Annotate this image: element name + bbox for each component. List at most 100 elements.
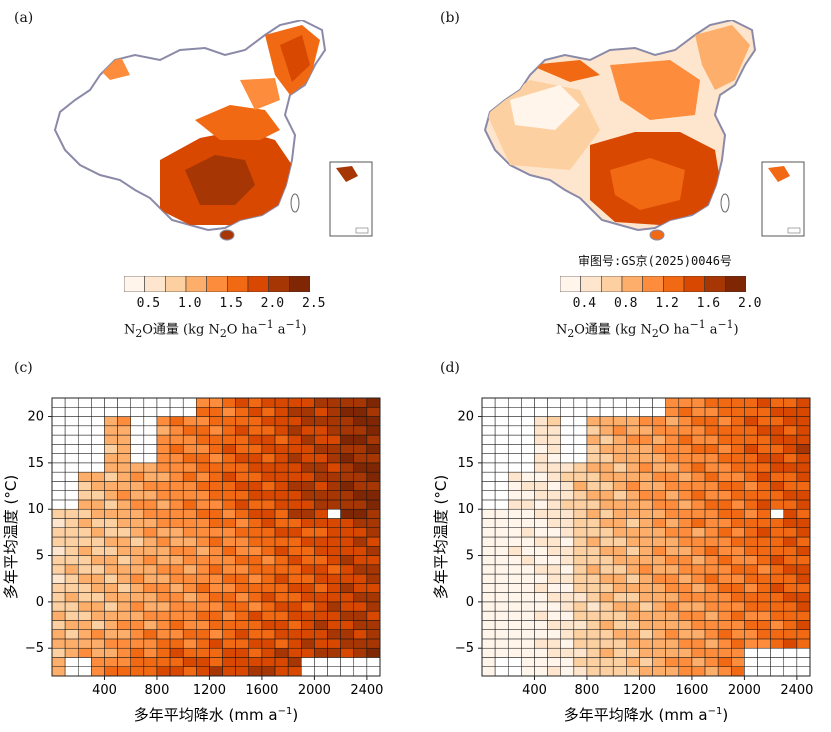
heatmap-cell (130, 657, 145, 667)
heatmap-cell (796, 508, 811, 519)
heatmap-cell (796, 499, 811, 510)
heatmap-cell (143, 610, 158, 621)
heatmap-cell (652, 638, 666, 649)
heatmap-cell (560, 397, 575, 408)
heatmap-cell (744, 490, 758, 501)
heatmap-cell (652, 416, 666, 427)
heatmap-cell (353, 453, 368, 464)
heatmap-cell (494, 638, 509, 649)
china-map-a (53, 20, 373, 241)
heatmap-cell (665, 620, 680, 630)
heatmap-cell (494, 647, 509, 658)
heatmap-cell (626, 647, 640, 658)
heatmap-cell (547, 425, 561, 436)
heatmap-cell (222, 555, 236, 566)
x-tick-label: 1600 (245, 683, 278, 698)
heatmap-cell (104, 397, 118, 408)
heatmap-cell (599, 397, 614, 408)
heatmap-cell (560, 564, 575, 575)
heatmap-cell (494, 499, 509, 510)
heatmap-cell (169, 462, 184, 473)
heatmap-cell (744, 601, 758, 612)
heatmap-cell (652, 527, 666, 538)
heatmap-cell (691, 425, 706, 436)
heatmap-cell (704, 573, 719, 584)
heatmap-cell (182, 499, 197, 510)
heatmap-cell (534, 564, 548, 575)
heatmap-cell (301, 573, 315, 584)
heatmap-cell (573, 583, 588, 593)
colorbar-tick-label: 1.0 (178, 296, 202, 311)
heatmap-cell (534, 629, 548, 640)
heatmap-cell (481, 444, 496, 454)
heatmap-cell (248, 629, 263, 640)
heatmap-cell (612, 666, 627, 677)
heatmap-cell (196, 490, 210, 501)
heatmap-cell (691, 444, 706, 454)
heatmap-cell (507, 546, 522, 556)
heatmap-cell (717, 620, 732, 630)
heatmap-cell (274, 508, 289, 519)
heatmap-cell (796, 425, 811, 436)
heatmap-cell (327, 546, 341, 556)
heatmap-cell (481, 638, 496, 649)
colorbar-swatch (206, 276, 228, 292)
heatmap-cell (586, 416, 601, 427)
heatmap-cell (366, 508, 381, 519)
heatmap-cell (521, 657, 535, 667)
heatmap-cell (481, 416, 496, 427)
heatmap-cell (560, 629, 575, 640)
heatmap-cell (353, 647, 368, 658)
heatmap-cell (366, 416, 381, 427)
heatmap-cell (182, 620, 197, 630)
map-approval-number: 审图号:GS京(2025)0046号 (578, 254, 732, 268)
heatmap-cell (287, 481, 302, 491)
heatmap-cell (235, 425, 250, 436)
heatmap-cell (678, 444, 693, 454)
heatmap-cell (169, 397, 184, 408)
heatmap-cell (209, 610, 223, 621)
heatmap-cell (639, 592, 653, 603)
heatmap-cell (222, 407, 236, 417)
heatmap-cell (481, 397, 496, 408)
heatmap-cell (169, 499, 184, 510)
heatmap-cell (51, 601, 66, 612)
heatmap-cell (678, 555, 693, 566)
heatmap-cell (783, 481, 798, 491)
heatmap-cell (117, 425, 131, 436)
heatmap-cell (143, 453, 158, 464)
heatmap-cell (235, 592, 250, 603)
heatmap-cell (534, 592, 548, 603)
heatmap-cell (744, 434, 758, 445)
heatmap-cell (599, 425, 614, 436)
heatmap-cell (521, 546, 535, 556)
heatmap-cell (731, 647, 745, 658)
heatmap-cell (235, 601, 250, 612)
heatmap-cell (261, 397, 276, 408)
heatmap-cell (353, 434, 368, 445)
heatmap-cell (770, 666, 785, 677)
heatmap-cell (156, 601, 171, 612)
heatmap-cell (534, 573, 548, 584)
heatmap-cell (757, 499, 771, 510)
heatmap-cell (652, 573, 666, 584)
heatmap-cell (704, 601, 719, 612)
heatmap-cell (547, 647, 561, 658)
heatmap-cell (156, 508, 171, 519)
heatmap-cell (586, 444, 601, 454)
heatmap-cell (626, 397, 640, 408)
heatmap-cell (691, 546, 706, 556)
heatmap-cell (783, 601, 798, 612)
heatmap-cell (156, 573, 171, 584)
heatmap-cell (744, 592, 758, 603)
heatmap-cell (366, 666, 381, 677)
heatmap-cell (301, 471, 315, 482)
heatmap-cell (222, 638, 236, 649)
heatmap-cell (182, 546, 197, 556)
heatmap-cell (612, 416, 627, 427)
heatmap-cell (599, 573, 614, 584)
heatmap-cell (599, 647, 614, 658)
heatmap-cell (261, 407, 276, 417)
heatmap-cell (626, 546, 640, 556)
heatmap-cell (169, 657, 184, 667)
